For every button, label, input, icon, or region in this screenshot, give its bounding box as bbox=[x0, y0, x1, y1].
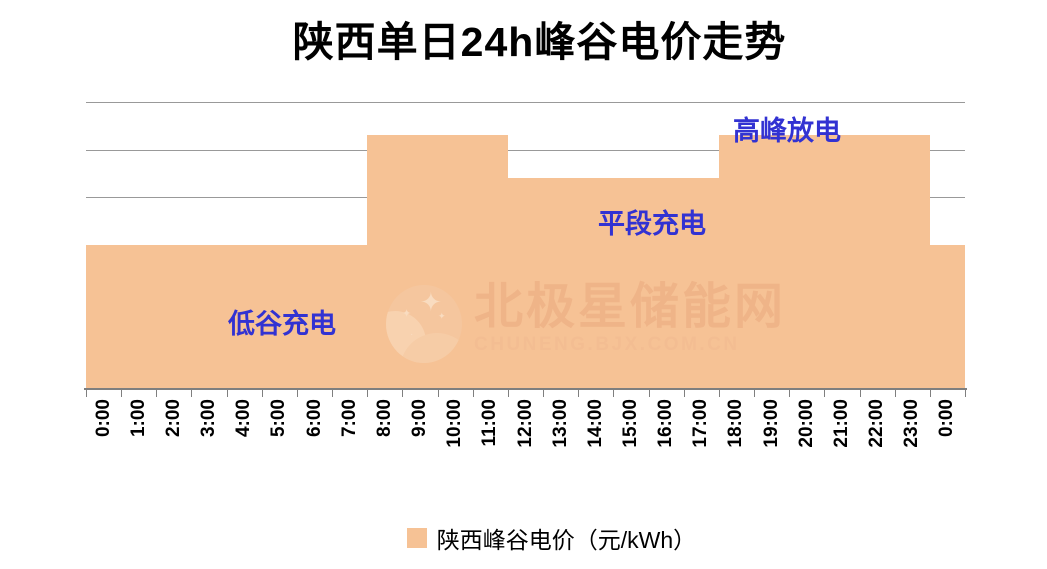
x-tick-11 bbox=[472, 390, 474, 397]
bar-11:00-11 bbox=[472, 135, 508, 388]
chart-title: 陕西单日24h峰谷电价走势 bbox=[292, 19, 787, 65]
bar-22:00-22 bbox=[859, 135, 895, 388]
legend-label: 陕西峰谷电价（元/kWh） bbox=[436, 527, 697, 553]
x-label-9:00-9: 9:00 bbox=[409, 399, 431, 438]
x-tick-17 bbox=[683, 390, 685, 397]
x-label-16:00-16: 16:00 bbox=[655, 399, 677, 448]
x-tick-3 bbox=[191, 390, 193, 397]
x-tick-12 bbox=[507, 390, 509, 397]
x-tick-9 bbox=[402, 390, 404, 397]
bar-8:00-8 bbox=[367, 135, 403, 388]
bar-7:00-7 bbox=[332, 245, 368, 388]
bar-13:00-13 bbox=[543, 178, 579, 388]
x-axis-ticks bbox=[86, 390, 966, 398]
x-tick-2 bbox=[156, 390, 158, 397]
bar-5:00-5 bbox=[261, 245, 297, 388]
x-tick-16 bbox=[648, 390, 650, 397]
bar-6:00-6 bbox=[296, 245, 333, 388]
x-label-11:00-11: 11:00 bbox=[479, 399, 501, 447]
x-tick-6 bbox=[296, 390, 298, 397]
x-label-23:00-23: 23:00 bbox=[901, 399, 923, 448]
x-label-8:00-8: 8:00 bbox=[373, 399, 395, 438]
legend-swatch bbox=[406, 528, 427, 548]
bar-3:00-3 bbox=[191, 245, 227, 388]
bar-18:00-18 bbox=[718, 135, 754, 388]
x-label-10:00-10: 10:00 bbox=[444, 399, 466, 448]
x-label-6:00-6: 6:00 bbox=[303, 399, 325, 438]
x-label-18:00-18: 18:00 bbox=[725, 399, 747, 448]
bar-0:00-0 bbox=[86, 245, 122, 388]
x-tick-5 bbox=[261, 390, 263, 397]
x-tick-8 bbox=[367, 390, 369, 397]
x-tick-10 bbox=[437, 390, 439, 397]
x-label-21:00-21: 21:00 bbox=[830, 399, 852, 448]
x-tick-18 bbox=[718, 390, 720, 397]
x-label-17:00-17: 17:00 bbox=[690, 399, 712, 448]
x-tick-7 bbox=[332, 390, 334, 397]
x-axis-line bbox=[84, 388, 967, 390]
x-tick-14 bbox=[578, 390, 580, 397]
bar-17:00-17 bbox=[683, 178, 719, 388]
x-label-12:00-12: 12:00 bbox=[514, 399, 536, 448]
x-label-15:00-15: 15:00 bbox=[619, 399, 641, 448]
x-tick-21 bbox=[824, 390, 826, 397]
x-label-5:00-5: 5:00 bbox=[268, 399, 290, 438]
x-tick-13 bbox=[543, 390, 545, 397]
x-label-0:00-24: 0:00 bbox=[936, 399, 958, 438]
x-label-1:00-1: 1:00 bbox=[127, 399, 149, 438]
bar-23:00-23 bbox=[894, 135, 930, 388]
bar-19:00-19 bbox=[753, 135, 790, 388]
bar-0:00-24 bbox=[929, 245, 965, 388]
x-tick-23 bbox=[894, 390, 896, 397]
bar-4:00-4 bbox=[226, 245, 262, 388]
x-label-2:00-2: 2:00 bbox=[162, 399, 184, 438]
annotation-valley-charging: 低谷充电 bbox=[228, 309, 336, 339]
x-tick-25 bbox=[965, 390, 966, 397]
x-tick-15 bbox=[613, 390, 615, 397]
bar-15:00-15 bbox=[613, 178, 649, 388]
legend: 陕西峰谷电价（元/kWh） bbox=[28, 521, 1047, 555]
bar-16:00-16 bbox=[648, 178, 684, 388]
x-label-20:00-20: 20:00 bbox=[795, 399, 817, 448]
x-tick-1 bbox=[121, 390, 123, 397]
bar-21:00-21 bbox=[824, 135, 860, 388]
x-label-7:00-7: 7:00 bbox=[338, 399, 360, 438]
x-tick-24 bbox=[929, 390, 931, 397]
x-label-14:00-14: 14:00 bbox=[584, 399, 606, 448]
x-label-4:00-4: 4:00 bbox=[233, 399, 255, 438]
x-axis-labels: 0:00 1:00 2:00 3:00 4:00 5:00 6:00 7:00 8:00 9:00… bbox=[86, 399, 965, 484]
x-label-13:00-13: 13:00 bbox=[549, 399, 571, 448]
gridline-0.6 bbox=[86, 102, 965, 103]
x-tick-22 bbox=[859, 390, 861, 397]
x-tick-20 bbox=[789, 390, 791, 397]
x-label-3:00-3: 3:00 bbox=[198, 399, 220, 438]
x-tick-19 bbox=[754, 390, 756, 397]
bar-2:00-2 bbox=[156, 245, 192, 388]
x-label-19:00-19: 19:00 bbox=[760, 399, 782, 448]
plot-area: ✦ ✦ ✦ · 北极星储能网 CHUNENG.BJX.COM.CN 低谷充电 平… bbox=[86, 102, 965, 388]
bar-14:00-14 bbox=[578, 178, 614, 388]
bar-9:00-9 bbox=[402, 135, 438, 388]
annotation-flat-charging: 平段充电 bbox=[598, 209, 706, 239]
bar-12:00-12 bbox=[507, 178, 544, 388]
bar-20:00-20 bbox=[789, 135, 825, 388]
annotation-peak-discharging: 高峰放电 bbox=[733, 116, 841, 146]
price-area-series bbox=[86, 102, 965, 388]
x-label-0:00-0: 0:00 bbox=[92, 399, 114, 438]
bar-1:00-1 bbox=[121, 245, 157, 388]
x-tick-4 bbox=[226, 390, 228, 397]
bar-10:00-10 bbox=[437, 135, 473, 388]
x-tick-0 bbox=[86, 390, 87, 397]
gridline-0.5 bbox=[86, 149, 965, 151]
x-label-22:00-22: 22:00 bbox=[866, 399, 888, 448]
